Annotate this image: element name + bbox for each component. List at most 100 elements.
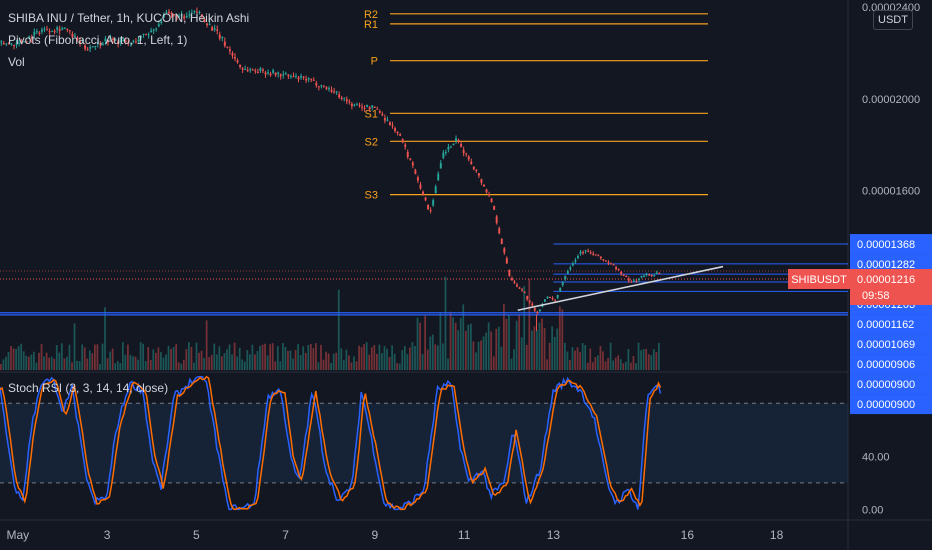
candle-body <box>150 30 153 33</box>
candle-body <box>528 300 531 302</box>
candle-body <box>114 39 117 41</box>
candle-body <box>94 46 97 48</box>
candle-body <box>508 269 511 277</box>
volume-bar <box>127 344 129 370</box>
candle-body <box>122 39 125 41</box>
price-tick-label: 0.00002000 <box>862 94 920 106</box>
volume-bar <box>284 346 287 370</box>
volume-bar <box>137 359 139 370</box>
volume-bar <box>53 358 56 370</box>
volume-bar <box>337 289 340 370</box>
volume-bar <box>124 354 127 370</box>
volume-bar <box>485 332 487 370</box>
volume-bar <box>538 322 541 370</box>
candle-body <box>404 144 407 147</box>
candle-body <box>406 151 409 158</box>
indicator-pivots-legend[interactable]: Pivots (Fibonacci, Auto, 1, Left, 1) <box>8 33 188 47</box>
volume-bar <box>373 345 376 370</box>
candle-body <box>91 46 94 48</box>
symbol-title[interactable]: SHIBA INU / Tether, 1h, KUCOIN, Heikin A… <box>8 11 250 25</box>
currency-badge[interactable]: USDT <box>873 10 913 30</box>
candle-body <box>15 43 18 45</box>
candle-body <box>513 281 516 283</box>
volume-bar <box>345 349 348 370</box>
candle-body <box>457 139 460 142</box>
candle-body <box>109 37 112 40</box>
volume-bar <box>279 361 282 370</box>
volume-bar <box>477 341 480 370</box>
volume-bar <box>17 346 20 370</box>
volume-bar <box>271 343 274 370</box>
candle-body <box>147 34 150 36</box>
price-labels-layer: 0.000013680.000012820.000012370.00001203… <box>788 234 932 415</box>
volume-bar <box>513 349 515 370</box>
candle-body <box>637 278 640 280</box>
stoch-rsi-legend[interactable]: Stoch RSI (3, 3, 14, 14, close) <box>8 381 169 395</box>
candle-body <box>490 198 493 203</box>
candle-body <box>551 298 554 300</box>
volume-bar <box>556 328 559 370</box>
indicator-volume-legend[interactable]: Vol <box>8 55 25 69</box>
volume-bar <box>134 356 137 370</box>
volume-bar <box>132 356 134 370</box>
volume-bar <box>215 354 218 370</box>
candle-body <box>330 89 333 92</box>
volume-bar <box>315 343 317 370</box>
time-tick-label: 7 <box>282 528 289 542</box>
volume-bar <box>309 344 312 370</box>
candle-body <box>259 68 262 71</box>
volume-bar <box>198 352 200 370</box>
volume-bar <box>223 353 226 370</box>
candle-body <box>437 173 440 181</box>
volume-bar <box>401 350 404 370</box>
trendline-layer[interactable] <box>517 265 724 312</box>
volume-bar <box>543 328 546 370</box>
volume-bar <box>533 326 536 370</box>
price-label-value: 0.00001069 <box>857 339 915 351</box>
volume-bar <box>289 350 292 370</box>
volume-bar <box>170 349 172 370</box>
volume-bar <box>40 344 43 370</box>
volume-bar <box>71 362 73 370</box>
volume-bar <box>650 355 653 370</box>
candle-body <box>160 21 163 23</box>
volume-bar <box>251 344 254 370</box>
candle-body <box>427 204 430 210</box>
volume-bar <box>561 309 564 370</box>
candle-body <box>604 260 607 262</box>
candle-body <box>627 278 630 281</box>
candle-body <box>23 41 26 43</box>
volume-bar <box>546 359 548 370</box>
candle-body <box>43 28 46 30</box>
candle-body <box>416 177 419 181</box>
volume-bar <box>35 362 38 370</box>
volume-bar <box>655 352 658 370</box>
volume-bar <box>5 356 7 370</box>
volume-bar <box>233 342 236 370</box>
pivot-label-s2: S2 <box>365 136 378 148</box>
candle-body <box>295 75 297 77</box>
candle-body <box>643 275 646 277</box>
volume-bar <box>320 344 322 370</box>
candle-body <box>554 299 557 301</box>
candle-body <box>112 38 115 41</box>
volume-bar <box>495 328 498 370</box>
volume-bar <box>645 348 648 370</box>
volume-bar <box>76 360 78 370</box>
candle-body <box>577 256 579 259</box>
volume-bar <box>302 346 305 370</box>
candle-body <box>358 104 361 106</box>
candle-body <box>129 43 132 45</box>
volume-bar <box>386 348 388 370</box>
volume-bar <box>393 353 396 370</box>
volume-bar <box>523 285 526 370</box>
candle-body <box>376 108 379 110</box>
volume-bar <box>462 304 465 370</box>
time-tick-label: 18 <box>770 528 784 542</box>
volume-bar <box>630 362 632 370</box>
price-label-value: 0.00000906 <box>857 359 915 371</box>
volume-bar <box>299 355 302 370</box>
volume-bar <box>586 362 589 370</box>
volume-bar <box>472 341 475 370</box>
